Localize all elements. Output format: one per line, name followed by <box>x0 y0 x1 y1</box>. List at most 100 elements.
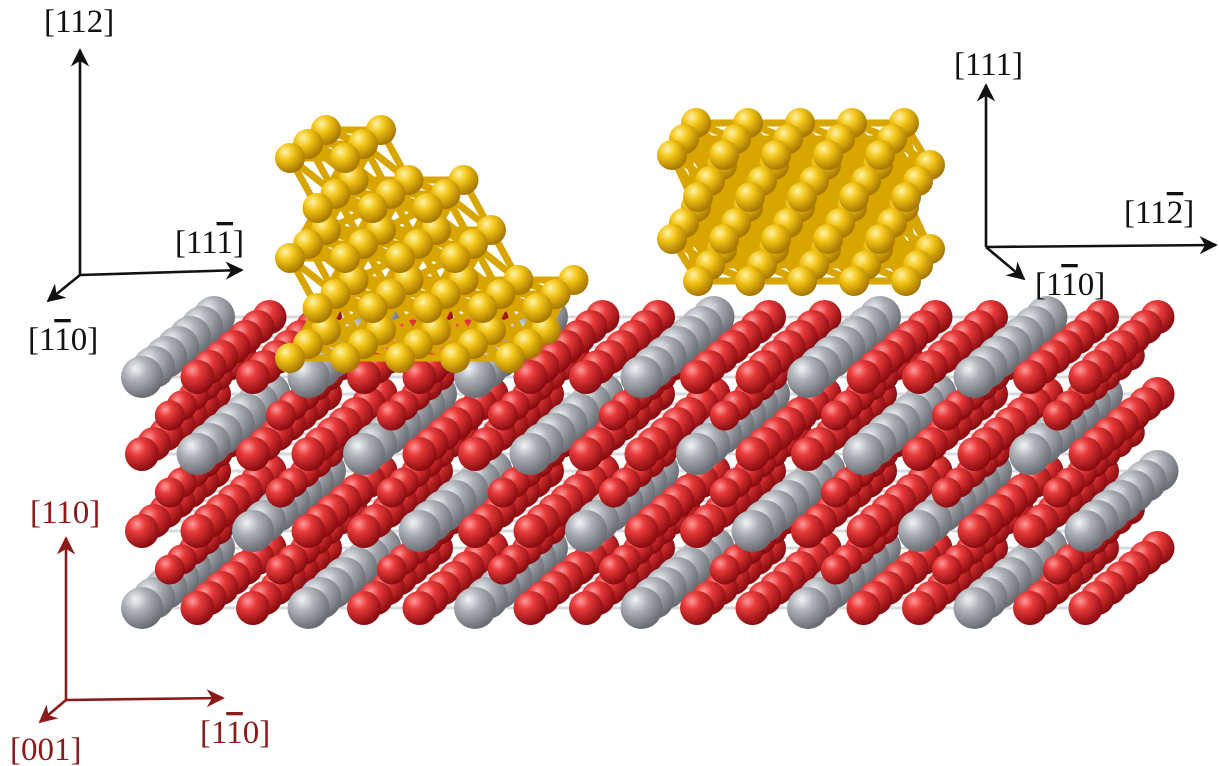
oxide-substrate-slab <box>121 296 1179 629</box>
metal-atom <box>731 510 774 552</box>
oxygen-atom <box>598 400 629 431</box>
gold-atom <box>709 140 739 170</box>
gold-atom <box>761 140 791 170</box>
oxygen-atom <box>180 360 215 394</box>
substrate-atoms <box>121 296 1179 629</box>
gold-atom <box>891 266 921 296</box>
oxygen-atom <box>1068 360 1103 394</box>
oxygen-atom <box>236 437 270 471</box>
oxygen-atom <box>624 437 659 471</box>
axis-left-right-arrow <box>79 261 244 280</box>
gold-cluster-right <box>657 108 945 296</box>
oxygen-atom <box>569 360 603 394</box>
metal-atom <box>620 587 663 629</box>
oxygen-atom <box>820 554 851 585</box>
axis-label-11-1bar: [111] <box>175 225 244 261</box>
gold-atom <box>302 293 333 323</box>
gold-atom <box>839 182 869 212</box>
gold-atom <box>495 343 525 373</box>
oxygen-atom <box>735 437 770 471</box>
gold-atom <box>275 143 305 173</box>
gold-atom <box>813 140 843 170</box>
oxygen-atom <box>709 477 740 508</box>
oxygen-atom <box>265 400 296 431</box>
axis-label-001: [001] <box>10 732 81 766</box>
oxygen-atom <box>1042 400 1073 431</box>
axis-right-right-arrow <box>985 236 1218 255</box>
oxygen-atom <box>680 360 714 394</box>
oxygen-atom <box>680 591 714 625</box>
oxygen-atom <box>709 400 740 431</box>
axes-left-cluster: [112] [111] [110] <box>28 4 244 358</box>
oxygen-atom <box>154 477 185 508</box>
oxygen-atom <box>291 437 326 471</box>
oxygen-atom <box>180 514 215 548</box>
gold-atom <box>683 266 713 296</box>
metal-atom <box>398 510 441 552</box>
gold-atom <box>330 243 360 273</box>
oxygen-atom <box>624 514 659 548</box>
metal-atom <box>454 587 496 629</box>
gold-atom <box>657 224 687 254</box>
oxygen-atom <box>791 514 825 548</box>
gold-atom <box>787 182 817 212</box>
oxygen-atom <box>347 514 381 548</box>
oxygen-atom <box>1042 477 1073 508</box>
gold-atom <box>735 266 765 296</box>
gold-atom <box>891 182 921 212</box>
gold-atom <box>813 224 843 254</box>
gold-atom <box>275 243 305 273</box>
oxygen-atom <box>402 437 437 471</box>
oxygen-atom <box>376 477 407 508</box>
metal-atom <box>121 587 163 629</box>
gold-atom <box>657 140 687 170</box>
gold-atom <box>522 293 553 323</box>
oxygen-atom <box>513 360 548 394</box>
oxygen-atom <box>236 591 270 625</box>
metal-atom <box>676 433 718 475</box>
oxygen-atom <box>931 477 962 508</box>
metal-atom <box>620 356 663 398</box>
cluster-left-atoms <box>275 115 589 373</box>
gold-atom <box>357 293 388 323</box>
oxygen-atom <box>1013 360 1047 394</box>
axis-left-out-arrow <box>46 273 81 303</box>
oxygen-atom <box>513 591 548 625</box>
axis-label-1-1bar-0-right: [110] <box>1035 267 1105 303</box>
oxygen-atom <box>265 477 296 508</box>
axis-label-111: [111] <box>954 47 1023 83</box>
oxygen-atom <box>931 554 962 585</box>
gold-atom <box>357 193 388 223</box>
gold-atom <box>735 182 765 212</box>
oxygen-atom <box>125 437 159 471</box>
oxygen-atom <box>402 591 437 625</box>
oxygen-atom <box>902 591 936 625</box>
oxygen-atom <box>1068 591 1103 625</box>
axis-label-1-1bar-0-left: [110] <box>28 322 98 358</box>
axis-label-1-1bar-0-substrate: [110] <box>200 715 270 751</box>
oxygen-atom <box>709 554 740 585</box>
oxygen-atom <box>846 514 881 548</box>
gold-atom <box>330 143 360 173</box>
metal-atom <box>565 510 607 552</box>
oxygen-atom <box>487 400 518 431</box>
oxygen-atom <box>820 477 851 508</box>
gold-atom <box>709 224 739 254</box>
oxygen-atom <box>931 400 962 431</box>
metal-atom <box>953 356 996 398</box>
gold-atom <box>787 266 817 296</box>
cluster-right-atoms <box>657 108 945 296</box>
oxygen-atom <box>513 514 548 548</box>
oxygen-atom <box>376 554 407 585</box>
gold-atom <box>865 224 895 254</box>
oxygen-atom <box>569 437 603 471</box>
oxygen-atom <box>680 514 714 548</box>
metal-atom <box>121 356 163 398</box>
oxygen-atom <box>487 477 518 508</box>
oxygen-atom <box>957 437 992 471</box>
oxygen-atom <box>265 554 296 585</box>
metal-atom <box>509 433 552 475</box>
oxygen-atom <box>791 437 825 471</box>
metal-atom <box>176 433 219 475</box>
